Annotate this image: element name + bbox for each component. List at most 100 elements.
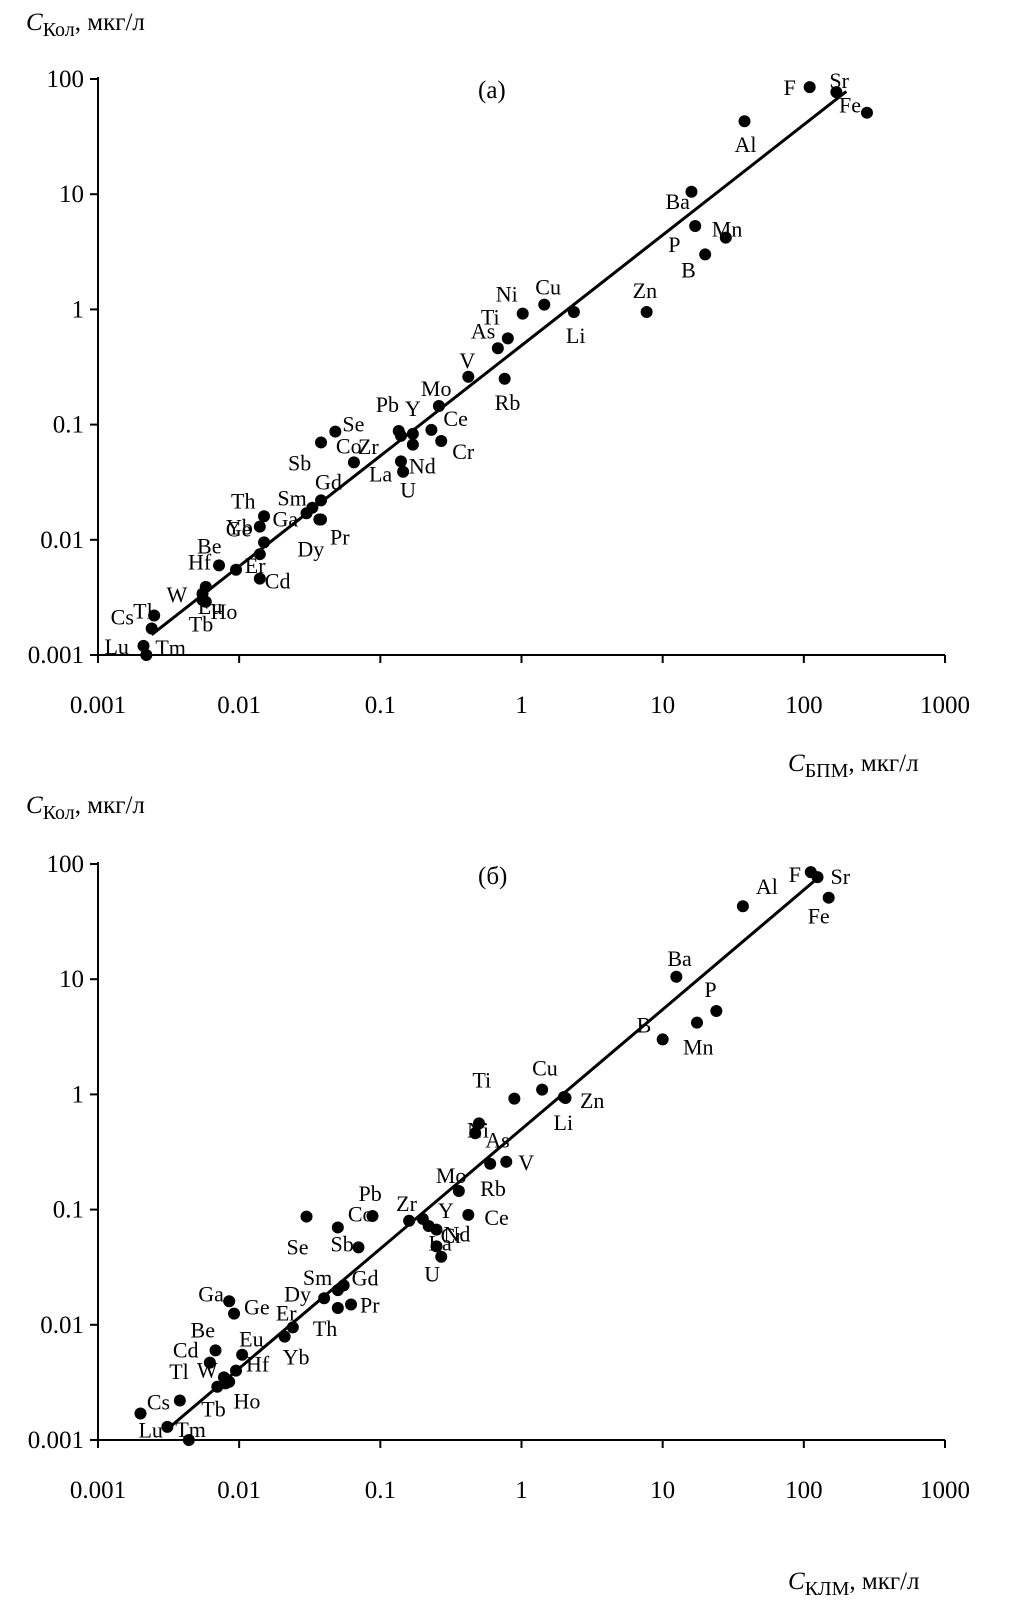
point-label: Hf [188, 550, 212, 575]
data-point [140, 649, 153, 661]
data-point [228, 1307, 241, 1320]
point-label: Ni [496, 282, 518, 307]
data-point [710, 1004, 723, 1017]
point-label: Dy [284, 1281, 311, 1306]
data-point [148, 609, 161, 622]
point-label: Fe [839, 93, 861, 118]
point-label: Cs [147, 1390, 170, 1415]
data-point [134, 1407, 147, 1420]
panel-label: (а) [478, 77, 506, 104]
point-label: Pb [358, 1181, 381, 1206]
point-label: Mn [683, 1035, 714, 1060]
point-label: Se [342, 412, 364, 437]
point-label: Th [231, 488, 255, 513]
point-label: Ti [472, 1068, 491, 1093]
x-tick-label: 1000 [920, 1477, 970, 1504]
data-point [318, 1292, 331, 1305]
y-tick-labels: 0.001 0.01 0.1 1 10 100 [28, 66, 98, 669]
data-point [516, 307, 529, 320]
data-point [203, 1356, 216, 1369]
data-point [567, 305, 580, 318]
data-point [699, 248, 712, 261]
point-label: Zr [358, 434, 379, 459]
point-label: Rb [495, 390, 521, 415]
data-point [406, 438, 419, 451]
point-label: Sr [829, 68, 849, 93]
point-label: Eu [198, 594, 222, 619]
point-label: Tl [133, 599, 153, 624]
y-tick-label: 0.1 [53, 412, 84, 439]
data-point [347, 456, 360, 469]
data-point [719, 231, 732, 244]
data-point [811, 871, 824, 884]
point-label: Zn [633, 278, 657, 303]
chart-panel-a: CКол, мкг/л (а) 0.001 0.01 0.1 1 10 100 0.001… [26, 9, 970, 782]
data-point [352, 1241, 365, 1254]
regression-line [164, 879, 816, 1433]
point-label: Nd [409, 454, 436, 479]
data-point [406, 427, 419, 440]
data-point [230, 1364, 243, 1377]
data-point [559, 1092, 572, 1105]
x-tick-label: 10 [650, 692, 675, 719]
point-label: Cd [265, 569, 291, 594]
point-label: Be [191, 1317, 215, 1342]
point-label: Mo [436, 1163, 467, 1188]
point-label: Ba [667, 946, 692, 971]
y-tick-label: 10 [59, 966, 84, 993]
data-point [498, 372, 511, 385]
data-point [462, 1208, 475, 1221]
point-label: F [784, 75, 796, 100]
y-tick-label: 0.1 [53, 1197, 84, 1224]
data-point [315, 513, 328, 526]
point-label: Li [554, 1110, 574, 1135]
x-tick-label: 0.001 [70, 1477, 126, 1504]
point-label: Al [735, 132, 757, 157]
data-point [331, 1221, 344, 1234]
point-label: Cr [441, 1223, 464, 1248]
point-label: Cu [532, 1056, 558, 1081]
point-label: Ho [233, 1388, 260, 1413]
point-label: Zn [580, 1088, 604, 1113]
data-point [656, 1033, 669, 1046]
data-point [209, 1344, 222, 1357]
data-point [315, 436, 328, 449]
axes [97, 77, 945, 656]
data-point [230, 563, 243, 576]
point-label: F [789, 862, 801, 887]
x-tick-label: 1 [515, 692, 528, 719]
x-tick-label: 100 [785, 692, 823, 719]
point-label: Er [276, 1300, 297, 1325]
point-label: Y [438, 1198, 454, 1223]
y-axis-title: CКол, мкг/л [26, 792, 145, 824]
data-point [738, 115, 751, 128]
point-label: Tm [175, 1417, 206, 1442]
data-point [425, 423, 438, 436]
data-point [430, 1223, 443, 1236]
point-label: Ce [443, 406, 467, 431]
point-label: La [429, 1230, 452, 1255]
point-label: Er [245, 553, 266, 578]
data-point [345, 1298, 358, 1311]
point-label: Se [287, 1235, 309, 1260]
point-label: W [197, 1357, 218, 1382]
y-axis-title: CКол, мкг/л [26, 9, 145, 41]
data-point [211, 1380, 224, 1393]
point-label: Al [756, 874, 778, 899]
data-point [803, 81, 816, 94]
data-point [278, 1330, 291, 1343]
point-label: Gd [352, 1265, 379, 1290]
point-label: W [167, 582, 188, 607]
data-point [223, 1295, 236, 1308]
point-label: Tb [201, 1397, 225, 1422]
x-tick-label: 0.1 [365, 692, 396, 719]
point-label: Zr [396, 1191, 417, 1216]
point-label: Gd [315, 469, 342, 494]
point-label: Li [566, 323, 586, 348]
point-label: Co [348, 1201, 374, 1226]
y-tick-label: 100 [47, 851, 85, 878]
panel-label: (б) [478, 863, 507, 890]
point-label: Mo [421, 376, 452, 401]
data-point [253, 520, 266, 533]
